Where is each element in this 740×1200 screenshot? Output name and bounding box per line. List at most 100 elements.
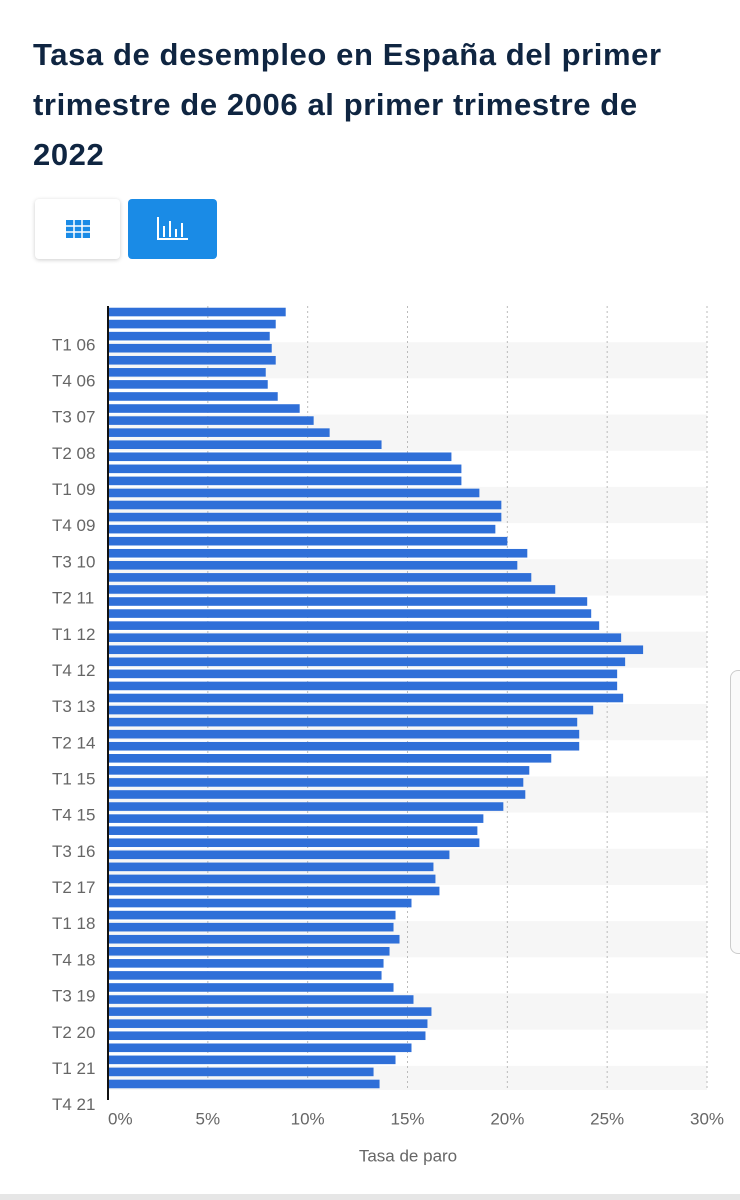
bar — [108, 754, 552, 763]
bar — [108, 959, 384, 968]
bar — [108, 693, 624, 703]
y-tick-label: T2 17 — [52, 878, 95, 897]
bar — [108, 790, 526, 799]
bar — [108, 886, 440, 896]
chart-view-button[interactable] — [128, 199, 217, 259]
bar — [108, 500, 502, 510]
y-tick-label: T1 06 — [52, 335, 95, 354]
bar — [108, 645, 644, 655]
x-tick-label: 5% — [196, 1109, 221, 1128]
table-icon — [66, 220, 90, 238]
bar — [108, 1055, 396, 1065]
bar — [108, 561, 518, 570]
bar — [108, 343, 272, 353]
bar — [108, 609, 592, 618]
bar — [108, 331, 270, 341]
bar — [108, 307, 286, 317]
y-tick-label: T3 19 — [52, 987, 95, 1006]
bar — [108, 633, 622, 642]
bar — [108, 838, 480, 848]
x-tick-label: 20% — [490, 1109, 524, 1128]
y-tick-label: T2 14 — [52, 733, 95, 752]
bar — [108, 1067, 374, 1077]
table-view-button[interactable] — [35, 199, 120, 259]
y-tick-label: T4 21 — [52, 1095, 95, 1114]
chart-title: Tasa de desempleo en España del primer t… — [33, 37, 662, 172]
bar — [108, 548, 528, 558]
bar — [108, 440, 382, 450]
y-tick-label: T2 08 — [52, 444, 95, 463]
bar — [108, 910, 396, 920]
bottom-border — [0, 1194, 740, 1200]
bar — [108, 380, 268, 389]
x-tick-label: 25% — [590, 1109, 624, 1128]
y-tick-label: T4 06 — [52, 371, 95, 390]
y-tick-label: T4 18 — [52, 950, 95, 969]
bar — [108, 355, 276, 365]
y-tick-label: T2 20 — [52, 1023, 95, 1042]
bar — [108, 766, 530, 775]
bar — [108, 814, 484, 823]
y-tick-label: T1 18 — [52, 914, 95, 933]
bar — [108, 573, 532, 582]
bar — [108, 826, 478, 835]
bar — [108, 452, 452, 462]
bar — [108, 1079, 380, 1089]
x-tick-label: 30% — [690, 1109, 724, 1128]
bar — [108, 1043, 412, 1053]
x-axis-label: Tasa de paro — [359, 1146, 457, 1165]
bar — [108, 681, 618, 691]
bar — [108, 717, 578, 727]
y-tick-label: T3 13 — [52, 697, 95, 716]
bar — [108, 778, 524, 787]
bar — [108, 946, 390, 956]
y-tick-label: T1 09 — [52, 480, 95, 499]
y-tick-label: T3 10 — [52, 552, 95, 571]
bar — [108, 464, 462, 474]
bar — [108, 874, 436, 884]
bar — [108, 476, 462, 486]
y-tick-label: T1 12 — [52, 625, 95, 644]
bar — [108, 428, 330, 437]
bar — [108, 621, 600, 630]
y-tick-label: T3 07 — [52, 408, 95, 427]
bar — [108, 934, 400, 944]
bar — [108, 971, 382, 980]
bar — [108, 983, 394, 992]
bar — [108, 488, 480, 498]
bar — [108, 597, 588, 606]
x-tick-label: 0% — [108, 1109, 133, 1128]
bar — [108, 741, 580, 751]
y-tick-label: T2 11 — [52, 589, 94, 608]
y-tick-label: T1 15 — [52, 770, 95, 789]
bar — [108, 512, 502, 522]
bar — [108, 319, 276, 329]
bar — [108, 404, 300, 413]
bar — [108, 705, 594, 715]
bar — [108, 392, 278, 401]
bar — [108, 729, 580, 739]
bar — [108, 669, 618, 679]
y-tick-label: T4 12 — [52, 661, 95, 680]
bar — [108, 1031, 426, 1041]
bar — [108, 524, 496, 534]
bar — [108, 657, 626, 667]
y-tick-label: T3 16 — [52, 842, 95, 861]
x-tick-label: 10% — [291, 1109, 325, 1128]
y-tick-label: T4 15 — [52, 806, 95, 825]
bar — [108, 898, 412, 908]
x-tick-label: 15% — [390, 1109, 424, 1128]
bar — [108, 585, 556, 594]
bar — [108, 368, 266, 377]
bar — [108, 536, 508, 546]
y-tick-label: T1 21 — [52, 1059, 95, 1078]
bar — [108, 862, 434, 872]
bar — [108, 416, 314, 425]
scrollbar[interactable] — [730, 670, 740, 954]
bar — [108, 995, 414, 1004]
bar — [108, 802, 504, 811]
bar — [108, 1019, 428, 1028]
bar — [108, 850, 450, 860]
